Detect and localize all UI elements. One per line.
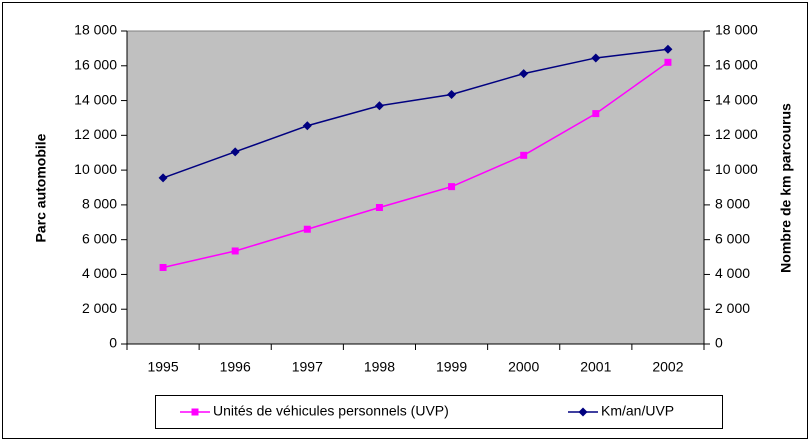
x-tick-label: 1995 — [147, 359, 178, 375]
series-line — [162, 48, 669, 179]
marker — [663, 44, 673, 54]
marker — [578, 407, 588, 417]
marker — [158, 173, 168, 183]
marker — [230, 147, 240, 157]
y-tick-label: 10 000 — [74, 161, 117, 177]
y-tick-label: 2 000 — [82, 300, 117, 316]
y-tick-label: 18 000 — [74, 22, 117, 38]
x-tick-label: 1996 — [220, 359, 251, 375]
marker — [302, 121, 312, 131]
y-tick-label: 8 000 — [82, 196, 117, 212]
y-axis-title: Parc automobile — [33, 133, 49, 242]
y-tick-label: 12 000 — [74, 126, 117, 142]
x-tick-label: 2001 — [580, 359, 611, 375]
marker — [447, 89, 457, 99]
y2-tick-label: 12 000 — [715, 126, 758, 142]
y2-tick-label: 8 000 — [715, 196, 750, 212]
x-tick-label: 1999 — [436, 359, 467, 375]
y2-axis-title: Nombre de km parcourus — [778, 103, 794, 273]
marker — [374, 101, 384, 111]
marker — [591, 53, 601, 63]
marker — [592, 110, 600, 118]
x-tick-label: 1998 — [364, 359, 395, 375]
marker — [303, 225, 311, 233]
marker — [519, 69, 529, 79]
y2-tick-label: 2 000 — [715, 300, 750, 316]
x-tick-label: 1997 — [292, 359, 323, 375]
marker — [664, 58, 672, 66]
marker — [191, 408, 199, 416]
marker — [375, 203, 383, 211]
marker — [520, 151, 528, 159]
y-tick-label: 16 000 — [74, 56, 117, 72]
y-tick-label: 4 000 — [82, 265, 117, 281]
y2-tick-label: 4 000 — [715, 265, 750, 281]
y-tick-label: 0 — [109, 335, 117, 351]
y2-tick-label: 18 000 — [715, 22, 758, 38]
y2-tick-label: 6 000 — [715, 230, 750, 246]
y2-tick-label: 16 000 — [715, 56, 758, 72]
y2-tick-label: 14 000 — [715, 91, 758, 107]
x-tick-label: 2000 — [508, 359, 539, 375]
y-tick-label: 6 000 — [82, 230, 117, 246]
series-line — [162, 61, 669, 269]
x-tick-label: 2002 — [652, 359, 683, 375]
marker — [448, 183, 456, 191]
y-tick-label: 14 000 — [74, 91, 117, 107]
marker — [159, 263, 167, 271]
marker — [231, 247, 239, 255]
y2-tick-label: 0 — [715, 335, 723, 351]
legend — [155, 395, 723, 429]
legend-label: Km/an/UVP — [601, 403, 674, 419]
y2-tick-label: 10 000 — [715, 161, 758, 177]
plot-area — [126, 30, 705, 345]
legend-label: Unités de véhicules personnels (UVP) — [213, 403, 449, 419]
